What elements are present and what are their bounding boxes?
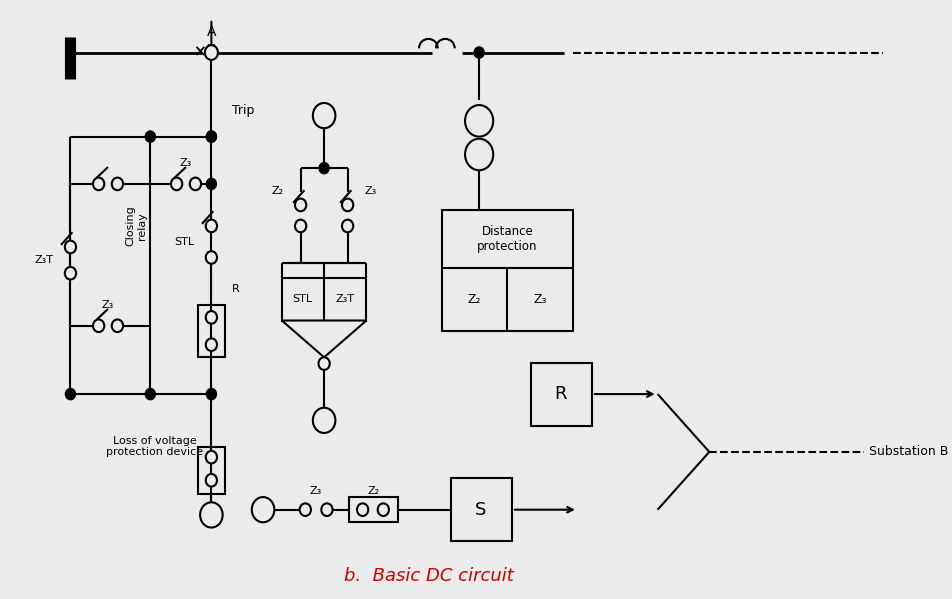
Circle shape <box>295 199 306 211</box>
Text: Loss of voltage
protection device: Loss of voltage protection device <box>107 436 204 458</box>
Text: Distance
protection: Distance protection <box>477 225 537 253</box>
Text: Z₃: Z₃ <box>180 158 192 168</box>
Bar <box>198 305 225 357</box>
Text: −: − <box>316 412 331 429</box>
Circle shape <box>377 503 388 516</box>
Circle shape <box>318 357 329 370</box>
Bar <box>450 478 511 541</box>
Circle shape <box>207 131 216 142</box>
Text: A: A <box>207 25 216 38</box>
Circle shape <box>251 497 274 522</box>
Circle shape <box>206 451 217 464</box>
Polygon shape <box>282 320 366 357</box>
Circle shape <box>111 177 123 190</box>
Circle shape <box>312 408 335 433</box>
Text: Z₃T: Z₃T <box>34 255 53 265</box>
Circle shape <box>319 163 328 173</box>
Text: Trip: Trip <box>231 104 254 117</box>
Bar <box>349 497 398 522</box>
Text: +: + <box>256 502 269 517</box>
Circle shape <box>65 241 76 253</box>
Circle shape <box>65 267 76 280</box>
Circle shape <box>465 105 493 137</box>
Circle shape <box>93 319 104 332</box>
Text: Z₃: Z₃ <box>533 293 546 306</box>
Text: Z₃T: Z₃T <box>335 295 354 304</box>
Circle shape <box>342 220 353 232</box>
Circle shape <box>206 474 217 486</box>
Circle shape <box>206 338 217 351</box>
Text: Z₂: Z₂ <box>467 293 481 306</box>
Circle shape <box>295 220 306 232</box>
Circle shape <box>206 220 217 232</box>
Circle shape <box>206 251 217 264</box>
Text: Z₃: Z₃ <box>309 486 322 496</box>
Circle shape <box>207 131 216 142</box>
Text: Z₃: Z₃ <box>364 186 376 196</box>
Circle shape <box>66 389 75 400</box>
Text: Z₂: Z₂ <box>367 486 380 496</box>
Circle shape <box>111 319 123 332</box>
Circle shape <box>357 503 367 516</box>
Text: ×: × <box>192 44 206 59</box>
Circle shape <box>200 503 223 528</box>
Circle shape <box>205 45 218 60</box>
Circle shape <box>146 131 155 142</box>
Text: Closing
relay: Closing relay <box>126 205 147 246</box>
Circle shape <box>207 179 216 189</box>
Text: +: + <box>317 108 330 123</box>
Circle shape <box>299 503 310 516</box>
Circle shape <box>207 389 216 400</box>
Text: +: + <box>205 507 217 522</box>
Circle shape <box>474 47 484 58</box>
Circle shape <box>465 139 493 170</box>
Circle shape <box>146 389 155 400</box>
Bar <box>441 210 572 331</box>
Circle shape <box>321 503 332 516</box>
Circle shape <box>170 177 182 190</box>
Text: b.  Basic DC circuit: b. Basic DC circuit <box>343 567 513 585</box>
Circle shape <box>206 311 217 323</box>
Circle shape <box>189 177 201 190</box>
Bar <box>198 447 225 494</box>
Circle shape <box>342 199 353 211</box>
Bar <box>530 362 591 426</box>
Text: R: R <box>554 385 566 403</box>
Text: Z₃: Z₃ <box>102 300 114 310</box>
Text: R: R <box>231 284 240 294</box>
Text: STL: STL <box>292 295 312 304</box>
Bar <box>282 279 366 320</box>
Text: STL: STL <box>174 237 194 247</box>
Text: Substation B: Substation B <box>868 446 947 458</box>
Circle shape <box>93 177 104 190</box>
Text: Z₂: Z₂ <box>271 186 284 196</box>
Circle shape <box>312 103 335 128</box>
Text: S: S <box>475 501 486 519</box>
